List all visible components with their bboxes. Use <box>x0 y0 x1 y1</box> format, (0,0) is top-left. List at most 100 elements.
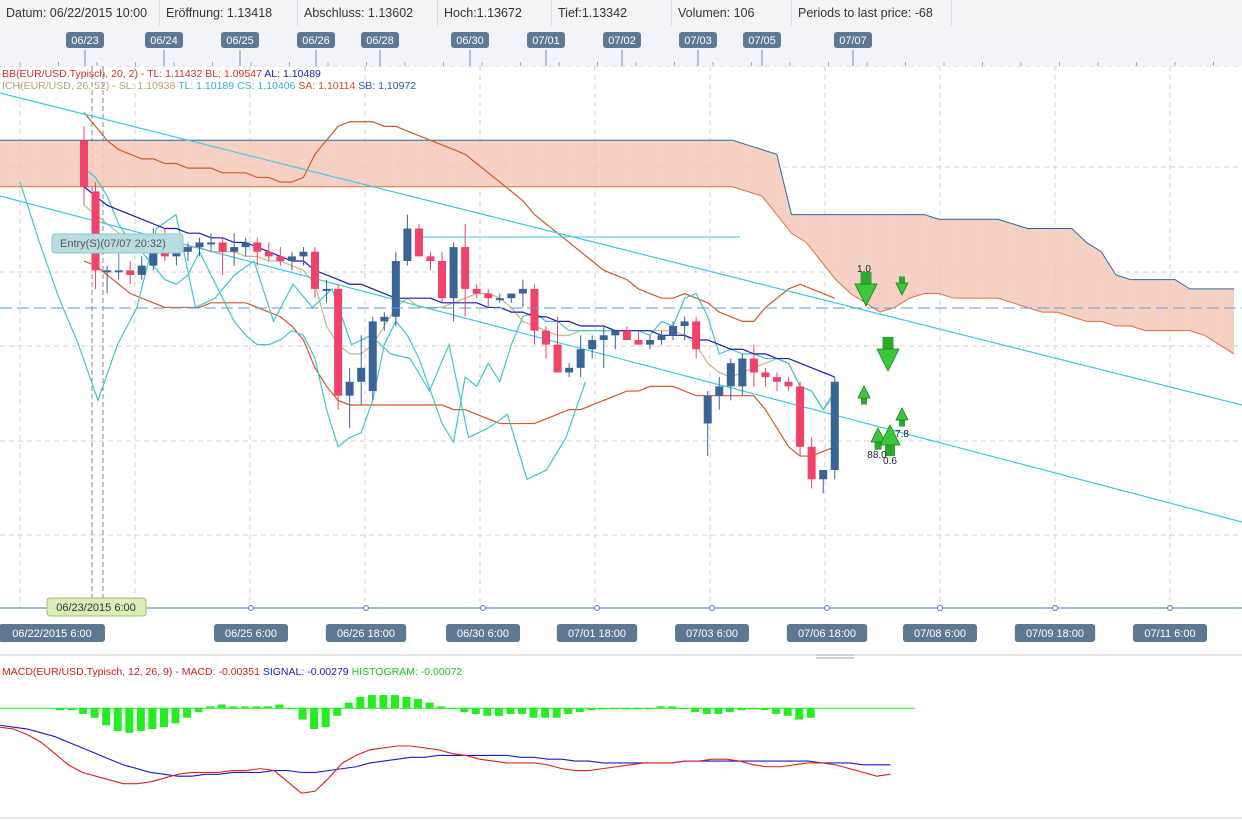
bottom-date-badge <box>903 624 977 642</box>
candle-body <box>773 377 781 382</box>
cloud-segment <box>1027 228 1043 313</box>
axis-node <box>480 605 486 611</box>
candle-body <box>172 251 181 257</box>
bottom-date-axis: 06/22/2015 6:00 06/25 6:00 06/26 18:00 06/3… <box>0 605 1207 642</box>
bb-middle-line <box>83 186 835 378</box>
bb-legend: BB(EUR/USD.Typisch, 20, 2) - TL: 1.11432… <box>2 68 321 80</box>
cloud-segment <box>349 140 364 187</box>
cloud-segment <box>526 140 541 187</box>
arrow-stem <box>882 336 894 349</box>
candle-body <box>230 247 239 252</box>
cloud-segment <box>334 140 349 187</box>
bottom-date-label: 07/09 18:00 <box>1026 628 1084 640</box>
cloud-segment <box>127 140 143 187</box>
macd-histogram-bar <box>206 706 215 709</box>
candle-body <box>807 446 816 480</box>
arrow-head <box>854 283 878 307</box>
candle-body <box>472 288 481 294</box>
candle-body <box>438 261 447 299</box>
cloud-segment <box>1160 279 1175 331</box>
cursor-date-marker: 06/23/2015 6:00 <box>46 597 147 617</box>
arrow-stem <box>860 271 872 284</box>
cloud-segment <box>909 214 925 299</box>
top-date-label: 07/03 <box>684 35 712 47</box>
candle-body <box>449 247 458 299</box>
buy-signal-arrow <box>895 407 909 427</box>
info-close: Abschluss: 1.13602 <box>298 0 438 26</box>
macd-legend: MACD(EUR/USD.Typisch, 12, 26, 9) - MACD:… <box>2 666 462 678</box>
signal-value-label: 0.6 <box>883 456 897 467</box>
candle-body <box>588 339 597 350</box>
cloud-segment <box>452 140 467 187</box>
cloud-segment <box>688 140 703 187</box>
macd-histogram-bar <box>333 708 342 716</box>
candle-body <box>507 293 516 299</box>
top-date-label: 07/07 <box>839 35 867 47</box>
cloud-segment <box>673 140 689 187</box>
cloud-segment <box>821 214 836 280</box>
top-date-label: 07/05 <box>748 35 776 47</box>
macd-histogram-bar <box>737 708 746 711</box>
candle-body <box>657 335 666 340</box>
arrow-head <box>879 424 901 446</box>
cloud-segment <box>186 140 202 187</box>
cloud-segment <box>1012 223 1028 308</box>
candle-body <box>542 330 550 345</box>
cloud-segment <box>776 154 792 234</box>
macd-histogram-bar <box>656 706 665 709</box>
entry-marker[interactable]: Entry(S)(07/07 20:32) <box>51 233 184 271</box>
macd-histogram-bar <box>240 706 249 709</box>
sell-signal-arrow <box>895 276 909 296</box>
candle-body <box>669 326 678 336</box>
macd-histogram-bar <box>714 708 723 714</box>
cloud-segment <box>1086 242 1102 322</box>
macd-histogram-bar <box>772 708 781 714</box>
candle-body <box>334 288 343 396</box>
top-date-badge <box>66 32 104 48</box>
macd-histogram-bar <box>564 708 573 714</box>
candle-body <box>461 247 470 289</box>
cloud-segment <box>304 140 320 187</box>
macd-histogram-bar <box>194 708 203 713</box>
chikou-line <box>19 181 587 481</box>
cloud-segment <box>393 140 408 187</box>
cloud-segment <box>629 140 644 187</box>
candle-body <box>634 339 643 345</box>
candle-body <box>241 242 250 248</box>
bottom-date-badge <box>1133 624 1207 642</box>
cloud-segment <box>540 140 556 187</box>
buy-signal-arrow <box>870 427 886 450</box>
bottom-date-label: 07/11 6:00 <box>1144 628 1195 640</box>
axis-node <box>1167 605 1173 611</box>
candle-body <box>126 270 135 275</box>
cloud-segment <box>570 140 585 187</box>
cloud-segment <box>585 140 600 187</box>
top-date-label: 06/25 <box>226 35 254 47</box>
macd-histogram-bar <box>437 706 446 709</box>
candle-body <box>391 261 400 317</box>
cloud-segment <box>511 140 526 187</box>
senkou-b-line <box>0 139 1234 290</box>
signal-value-label: 1.0 <box>857 264 871 275</box>
cloud-segment <box>983 219 998 299</box>
arrow-stem <box>885 445 895 456</box>
bottom-date-label: 06/26 18:00 <box>337 628 395 640</box>
cloud-segment <box>260 140 276 187</box>
candle-body <box>91 191 100 271</box>
cloud-segment <box>172 140 187 187</box>
pane-resize-handle[interactable] <box>816 654 854 659</box>
cloud-segment <box>54 140 69 187</box>
bb-upper-band <box>83 112 835 322</box>
bottom-date-badge <box>325 624 407 642</box>
candle-body <box>611 330 620 336</box>
cloud-segment <box>953 219 969 299</box>
candle-body <box>264 251 273 257</box>
macd-histogram-bar <box>483 708 492 716</box>
cloud-segment <box>9 140 25 187</box>
cloud-segment <box>555 140 571 187</box>
arrow-stem <box>874 442 882 450</box>
cloud-segment <box>1204 288 1220 345</box>
candle-body <box>680 321 689 327</box>
chart-canvas[interactable]: 1.0 88.00.6 7.8 BB(EUR/USD.Typisch, 20, 2)… <box>0 26 1242 821</box>
candle-body <box>322 288 331 291</box>
